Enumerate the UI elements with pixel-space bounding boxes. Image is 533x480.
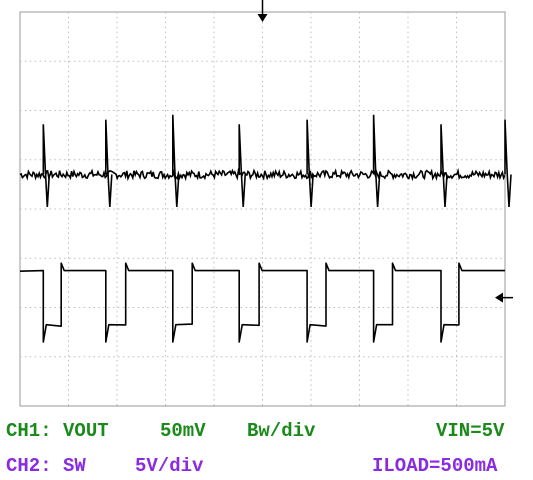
oscilloscope-screen [19,0,513,407]
ch1-scale-label: 50mV [160,420,206,442]
ch2-ground-marker-icon [495,292,503,303]
ch1-spike [306,119,314,208]
ch1-spike [504,119,512,208]
ch2-trace [19,262,505,343]
ch1-spike [440,124,448,208]
waveform-traces [19,114,512,343]
ch1-spike [238,124,246,208]
ch1-spike [172,114,180,208]
ch1-unit-label: Bw/div [247,420,316,442]
vin-label: VIN=5V [436,420,505,442]
graticule [19,11,506,407]
ch2-name-label: CH2: SW [6,455,86,477]
ch1-spike [42,124,51,208]
channel-markers [257,0,513,303]
trigger-marker-icon [257,14,268,22]
ch2-scale-label: 5V/div [135,455,204,477]
ch1-name-label: CH1: VOUT [6,420,109,442]
iload-label: ILOAD=500mA [372,455,498,477]
ch1-trace [19,167,506,182]
ch1-spike [372,114,381,208]
ch1-spike [105,119,113,208]
